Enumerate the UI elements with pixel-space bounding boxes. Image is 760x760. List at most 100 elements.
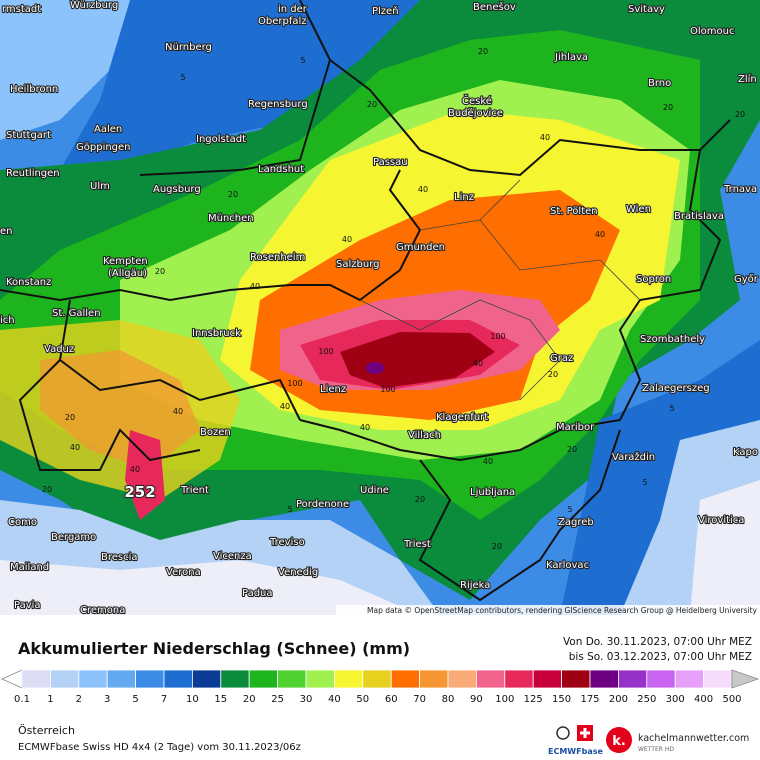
border	[299, 0, 731, 177]
legend-label: 150	[552, 694, 571, 705]
city-label: Brescia	[101, 552, 138, 563]
contour-label: 20	[155, 267, 165, 276]
city-label: Würzburg	[70, 0, 118, 11]
legend-label: 90	[470, 694, 483, 705]
legend-swatch	[50, 669, 80, 689]
legend-swatch	[589, 669, 619, 689]
city-label: St. Pölten	[550, 206, 598, 217]
city-label: Rosenheim	[250, 252, 305, 263]
city-label: Ulm	[90, 181, 110, 192]
city-label: Svitavy	[628, 4, 665, 15]
city-label: Passau	[373, 157, 408, 168]
city-label: Regensburg	[248, 99, 308, 110]
city-label: Pavia	[14, 600, 41, 611]
city-label: Stuttgart	[6, 130, 51, 141]
legend-low-arrow	[1, 669, 23, 689]
city-label: Győr	[734, 273, 759, 285]
legend-swatch	[475, 669, 506, 689]
city-label: Göppingen	[76, 142, 131, 153]
legend-label: 0.1	[14, 694, 30, 705]
legend-label: 1	[47, 694, 53, 705]
city-label: Heilbronn	[10, 84, 58, 95]
precip-area	[0, 0, 140, 140]
legend-label: 500	[722, 694, 741, 705]
city-label: Karlovac	[546, 560, 589, 571]
precip-area	[0, 560, 420, 615]
contour-label: 5	[300, 56, 305, 65]
city-label: Como	[8, 517, 37, 528]
legend-swatch	[646, 669, 676, 689]
contour-label: 40	[130, 465, 140, 474]
search-icon	[556, 726, 570, 740]
contour-label: 20	[65, 413, 75, 422]
contour-label: 100	[318, 347, 333, 356]
legend-label: 70	[413, 694, 426, 705]
contour-label: 5	[287, 505, 292, 514]
legend-label: 5	[132, 694, 138, 705]
logo-text: kachelmannwetter.com	[638, 733, 749, 744]
legend-swatch	[277, 669, 307, 689]
contour-label: 20	[492, 542, 502, 551]
legend-label: 200	[609, 694, 628, 705]
city-label: Ingolstadt	[196, 134, 246, 145]
city-label: (Allgäu)	[108, 268, 147, 279]
city-label: Sopron	[636, 274, 671, 285]
regional-borders	[359, 179, 641, 401]
legend-label: 15	[214, 694, 227, 705]
city-label: Augsburg	[153, 184, 201, 195]
legend-swatch	[561, 669, 591, 689]
legend-label: 3	[104, 694, 110, 705]
precip-area	[60, 0, 420, 170]
city-label: Aalen	[94, 124, 122, 135]
city-label: Oberpfalz	[258, 16, 307, 27]
city-label: Venedig	[278, 567, 318, 578]
max-value-label: 252	[124, 483, 155, 501]
city-label: Villach	[408, 430, 441, 441]
legend-swatch	[390, 669, 421, 689]
legend-label: 30	[300, 694, 313, 705]
legend: 0.1 1 2 3 5 7 10 15 20 25 30 40 50 60 70 80 90 100 125 150 1…	[1, 669, 760, 705]
border	[299, 149, 722, 462]
legend-label: 125	[524, 694, 543, 705]
legend-label: 400	[694, 694, 713, 705]
legend-label: 10	[186, 694, 199, 705]
city-label: Landshut	[258, 164, 304, 175]
legend-label: 2	[76, 694, 82, 705]
contour-label: 5	[567, 505, 572, 514]
logo-subtext: WETTER HD	[638, 746, 674, 753]
legend-label: 25	[271, 694, 284, 705]
legend-high-arrow	[731, 669, 760, 689]
legend-label: 50	[356, 694, 369, 705]
legend-swatch	[703, 669, 733, 689]
kachelmann-logo	[606, 727, 632, 753]
city-label: Szombathely	[640, 334, 705, 345]
legend-swatch	[674, 669, 705, 689]
contour-label: 20	[367, 100, 377, 109]
legend-swatch	[362, 669, 392, 689]
precip-area	[690, 480, 760, 615]
city-label: Verona	[166, 567, 201, 578]
legend-swatch	[163, 669, 193, 689]
city-label: ich	[0, 315, 15, 326]
contour-label: 5	[669, 404, 674, 413]
legend-swatch	[618, 669, 648, 689]
city-label: Gmunden	[396, 242, 445, 253]
contour-label: 40	[418, 185, 428, 194]
contour-label: 40	[483, 457, 493, 466]
city-label: Cremona	[80, 605, 125, 616]
city-label: Lienz	[320, 384, 346, 395]
city-label: Plzeň	[372, 5, 399, 17]
border	[18, 359, 201, 471]
legend-label: 175	[580, 694, 599, 705]
city-label: Innsbruck	[192, 328, 241, 339]
precip-area	[125, 430, 165, 520]
attribution: Map data © OpenStreetMap contributors, r…	[367, 606, 758, 615]
contour-label: 100	[287, 379, 302, 388]
logo-letter: k.	[612, 734, 626, 749]
period-to: bis So. 03.12.2023, 07:00 Uhr MEZ	[569, 651, 752, 663]
city-label: München	[208, 213, 254, 224]
city-label: Budějovice	[448, 107, 503, 119]
city-label: Bergamo	[51, 532, 96, 543]
city-label: Ljubljana	[470, 487, 515, 498]
city-label: Treviso	[269, 537, 305, 548]
